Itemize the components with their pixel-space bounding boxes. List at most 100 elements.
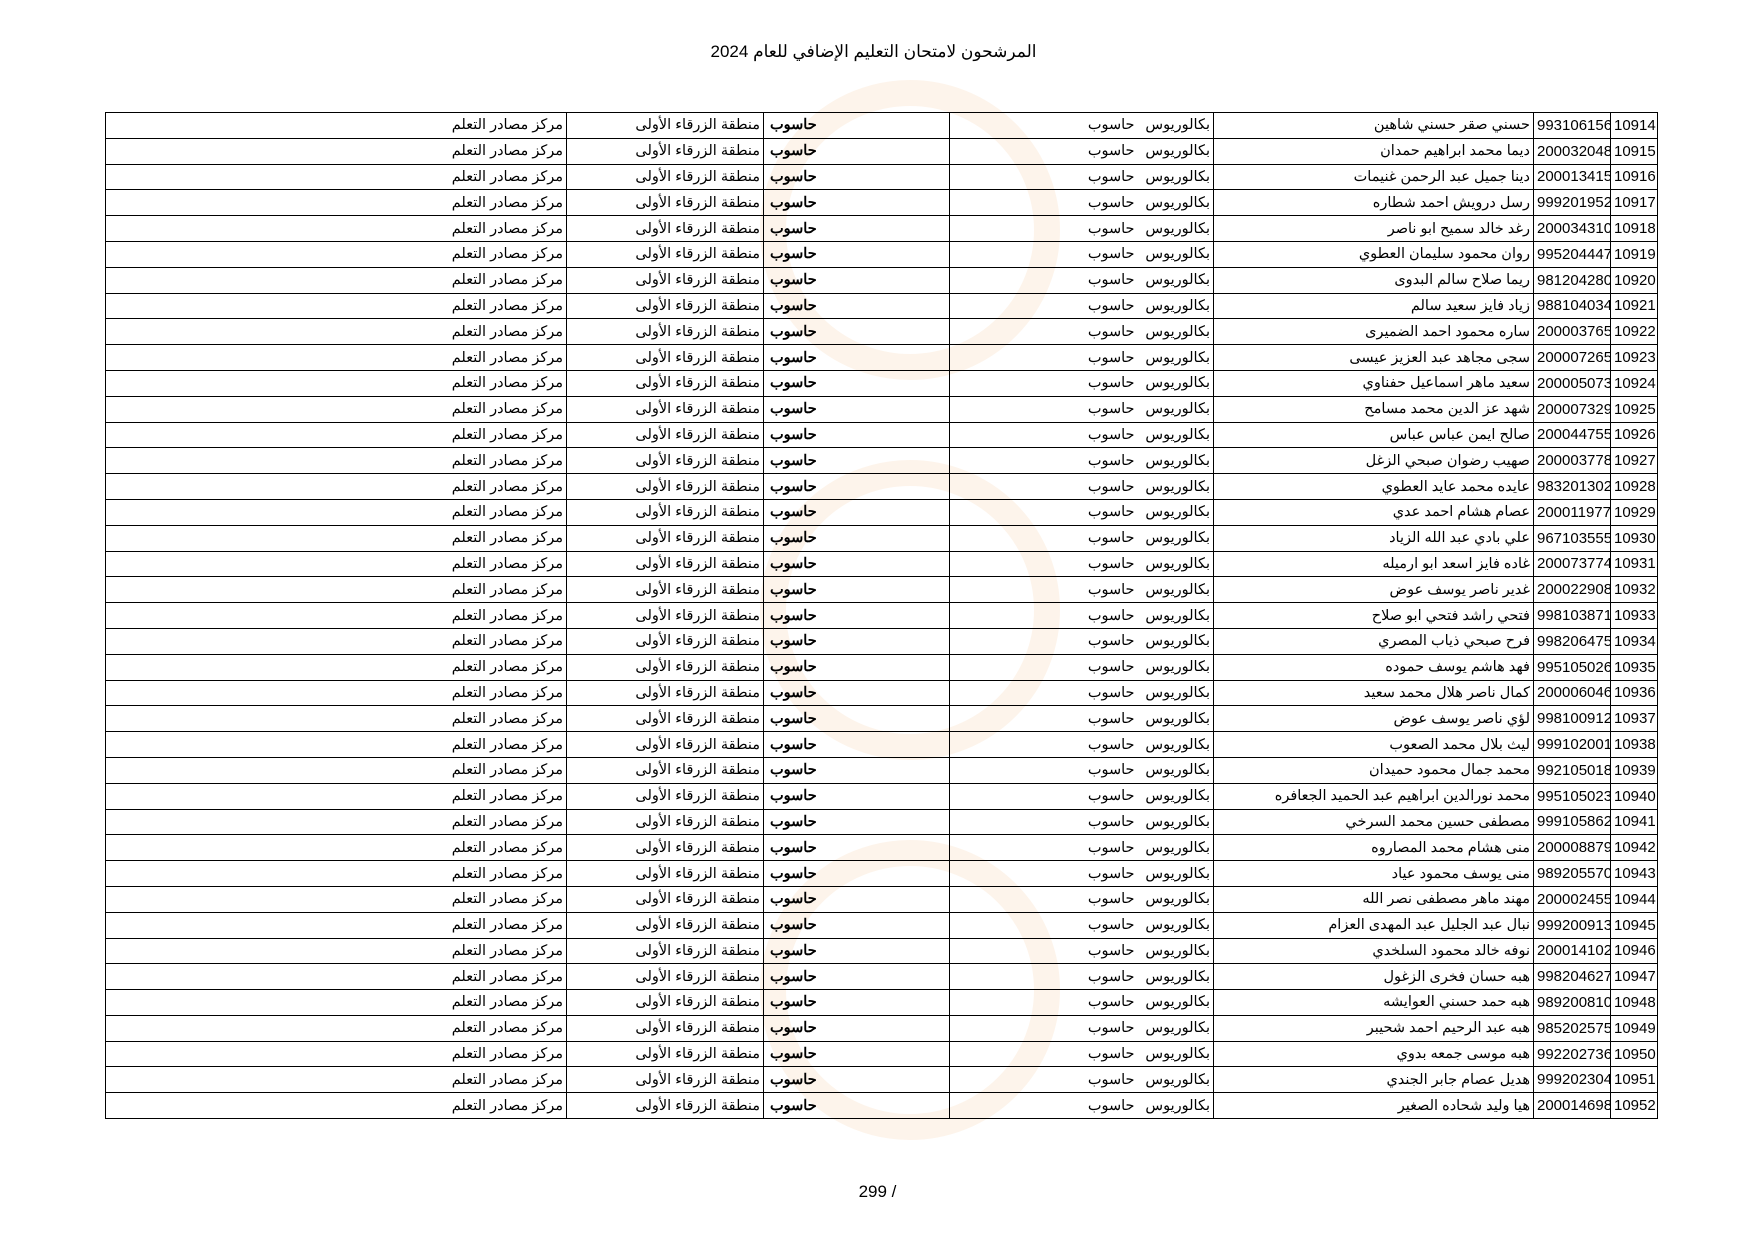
exam-center-cell: مركز مصادر التعلم	[105, 1092, 567, 1120]
candidate-name-cell: هبه عبد الرحيم احمد شحيبر	[1213, 1014, 1534, 1042]
exam-subject-cell: حاسوب	[763, 421, 950, 449]
candidate-name-cell: رسل درويش احمد شطاره	[1213, 189, 1534, 217]
seat-number-cell: 10914	[1610, 112, 1658, 139]
national-id-cell: 9931061565	[1533, 112, 1611, 139]
seat-number-cell: 10940	[1610, 782, 1658, 810]
directorate-cell: منطقة الزرقاء الأولى	[566, 240, 764, 268]
seat-number-cell: 10933	[1610, 602, 1658, 629]
degree-cell: بكالوريوس	[1137, 731, 1214, 758]
specialization-cell: حاسوب	[949, 240, 1138, 268]
exam-center-cell: مركز مصادر التعلم	[105, 911, 567, 939]
specialization-cell: حاسوب	[949, 705, 1138, 733]
specialization-cell: حاسوب	[949, 808, 1138, 836]
degree-cell: بكالوريوس	[1137, 292, 1214, 320]
exam-subject-cell: حاسوب	[763, 163, 950, 191]
degree-cell: بكالوريوس	[1137, 215, 1214, 242]
directorate-cell: منطقة الزرقاء الأولى	[566, 963, 764, 991]
specialization-cell: حاسوب	[949, 421, 1138, 449]
exam-subject-cell: حاسوب	[763, 369, 950, 397]
exam-center-cell: مركز مصادر التعلم	[105, 679, 567, 707]
national-id-cell: 9992009136	[1533, 911, 1611, 939]
exam-subject-cell: حاسوب	[763, 215, 950, 242]
candidate-name-cell: فرح صبحي ذياب المصري	[1213, 627, 1534, 655]
table-row: 109199952044475روان محمود سليمان العطويب…	[105, 240, 1658, 268]
candidate-name-cell: لؤي ناصر يوسف عوض	[1213, 705, 1534, 733]
degree-cell: بكالوريوس	[1137, 576, 1214, 604]
national-id-cell: 9881040349	[1533, 292, 1611, 320]
exam-subject-cell: حاسوب	[763, 1066, 950, 1094]
specialization-cell: حاسوب	[949, 1066, 1138, 1094]
table-row: 109182000343105رغد خالد سميح ابو ناصربكا…	[105, 215, 1658, 242]
exam-subject-cell: حاسوب	[763, 963, 950, 991]
national-id-cell: 9812042801	[1533, 266, 1611, 294]
specialization-cell: حاسوب	[949, 756, 1138, 784]
directorate-cell: منطقة الزرقاء الأولى	[566, 782, 764, 810]
candidate-name-cell: سعيد ماهر اسماعيل حفناوي	[1213, 369, 1534, 397]
seat-number-cell: 10916	[1610, 163, 1658, 191]
national-id-cell: 2000037783	[1533, 447, 1611, 475]
seat-number-cell: 10939	[1610, 756, 1658, 784]
directorate-cell: منطقة الزرقاء الأولى	[566, 1092, 764, 1120]
directorate-cell: منطقة الزرقاء الأولى	[566, 215, 764, 242]
table-row: 109419991058625مصطفى حسين محمد السرخيبكا…	[105, 808, 1658, 836]
table-row: 109409951050239محمد نورالدين ابراهيم عبد…	[105, 782, 1658, 810]
national-id-cell: 2000141027	[1533, 937, 1611, 965]
exam-subject-cell: حاسوب	[763, 447, 950, 475]
table-row: 109262000447552صالح ايمن عباس عباسبكالور…	[105, 421, 1658, 449]
specialization-cell: حاسوب	[949, 653, 1138, 681]
degree-cell: بكالوريوس	[1137, 860, 1214, 887]
exam-center-cell: مركز مصادر التعلم	[105, 937, 567, 965]
national-id-cell: 9852025757	[1533, 1014, 1611, 1042]
table-row: 109309671035550علي بادي عبد الله الزيادب…	[105, 524, 1658, 552]
degree-cell: بكالوريوس	[1137, 1092, 1214, 1120]
degree-cell: بكالوريوس	[1137, 1066, 1214, 1094]
degree-cell: بكالوريوس	[1137, 937, 1214, 965]
degree-cell: بكالوريوس	[1137, 602, 1214, 629]
exam-center-cell: مركز مصادر التعلم	[105, 1014, 567, 1042]
table-row: 109349982064752فرح صبحي ذياب المصريبكالو…	[105, 627, 1658, 655]
national-id-cell: 9951050239	[1533, 782, 1611, 810]
degree-cell: بكالوريوس	[1137, 885, 1214, 913]
exam-subject-cell: حاسوب	[763, 911, 950, 939]
directorate-cell: منطقة الزرقاء الأولى	[566, 731, 764, 758]
page-title: المرشحون لامتحان التعليم الإضافي للعام 2…	[0, 42, 1755, 62]
degree-cell: بكالوريوس	[1137, 473, 1214, 500]
degree-cell: بكالوريوس	[1137, 318, 1214, 346]
directorate-cell: منطقة الزرقاء الأولى	[566, 473, 764, 500]
candidate-name-cell: سجى مجاهد عبد العزيز عيسى	[1213, 344, 1534, 371]
national-id-cell: 9982046279	[1533, 963, 1611, 991]
national-id-cell: 9981038710	[1533, 602, 1611, 629]
table-row: 109522000146988هيا وليد شحاده الصغيربكال…	[105, 1092, 1658, 1120]
specialization-cell: حاسوب	[949, 1040, 1138, 1068]
national-id-cell: 9922027365	[1533, 1040, 1611, 1068]
exam-center-cell: مركز مصادر التعلم	[105, 627, 567, 655]
seat-number-cell: 10937	[1610, 705, 1658, 733]
specialization-cell: حاسوب	[949, 989, 1138, 1016]
candidate-name-cell: منى يوسف محمود عياد	[1213, 860, 1534, 887]
table-row: 109289832013025عايده محمد عايد العطويبكا…	[105, 473, 1658, 500]
national-id-cell: 2000343105	[1533, 215, 1611, 242]
table-row: 109459992009136نبال عبد الجليل عبد المهد…	[105, 911, 1658, 939]
candidate-name-cell: صالح ايمن عباس عباس	[1213, 421, 1534, 449]
exam-center-cell: مركز مصادر التعلم	[105, 240, 567, 268]
degree-cell: بكالوريوس	[1137, 240, 1214, 268]
specialization-cell: حاسوب	[949, 885, 1138, 913]
national-id-cell: 2000060460	[1533, 679, 1611, 707]
specialization-cell: حاسوب	[949, 602, 1138, 629]
exam-subject-cell: حاسوب	[763, 137, 950, 165]
degree-cell: بكالوريوس	[1137, 627, 1214, 655]
degree-cell: بكالوريوس	[1137, 756, 1214, 784]
exam-center-cell: مركز مصادر التعلم	[105, 731, 567, 758]
degree-cell: بكالوريوس	[1137, 137, 1214, 165]
exam-center-cell: مركز مصادر التعلم	[105, 1040, 567, 1068]
table-row: 109359951050262فهد هاشم يوسف حمودهبكالور…	[105, 653, 1658, 681]
table-row: 109442000024556مهند ماهر مصطفى نصر اللهب…	[105, 885, 1658, 913]
directorate-cell: منطقة الزرقاء الأولى	[566, 112, 764, 139]
degree-cell: بكالوريوس	[1137, 1040, 1214, 1068]
exam-center-cell: مركز مصادر التعلم	[105, 705, 567, 733]
degree-cell: بكالوريوس	[1137, 344, 1214, 371]
exam-subject-cell: حاسوب	[763, 266, 950, 294]
national-id-cell: 9892008106	[1533, 989, 1611, 1016]
table-row: 109149931061565حسني صقر حسني شاهينبكالور…	[105, 112, 1658, 139]
table-row: 109292000119777عصام هشام احمد عديبكالوري…	[105, 498, 1658, 526]
